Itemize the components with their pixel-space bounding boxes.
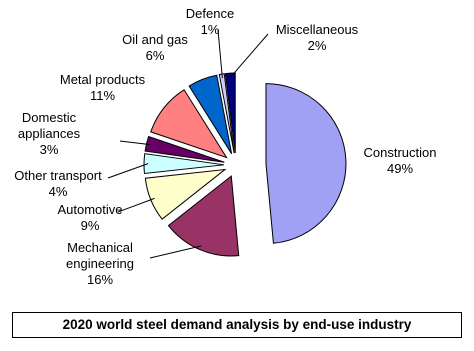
pie-slice xyxy=(188,74,233,155)
leader-line xyxy=(117,197,155,213)
chart-title: 2020 world steel demand analysis by end-… xyxy=(12,312,462,338)
slice-label: Mechanical engineering 16% xyxy=(50,240,150,288)
pie-slice xyxy=(150,89,228,159)
leader-line xyxy=(119,140,151,146)
slice-label: Automotive 9% xyxy=(55,202,125,234)
slice-label: Other transport 4% xyxy=(2,168,114,200)
slice-label: Construction 49% xyxy=(350,145,450,177)
slice-label: Oil and gas 6% xyxy=(115,32,195,64)
category-label: Metal products xyxy=(59,72,146,87)
category-label: Miscellaneous xyxy=(275,22,359,37)
leader-line xyxy=(217,29,223,79)
category-label: Construction xyxy=(363,145,437,160)
value-label: 49% xyxy=(386,161,414,176)
leader-line xyxy=(149,245,202,259)
category-label: Automotive xyxy=(57,202,123,217)
value-label: 1% xyxy=(200,22,220,37)
category-label: Domestic appliances xyxy=(17,110,81,141)
pie-slice xyxy=(167,175,240,257)
slice-label: Metal products 11% xyxy=(50,72,155,104)
pie-slice xyxy=(265,83,347,244)
leader-line xyxy=(107,163,149,179)
category-label: Other transport xyxy=(14,168,102,183)
slice-label: Miscellaneous 2% xyxy=(262,22,372,54)
value-label: 16% xyxy=(86,272,114,287)
pie-slice xyxy=(224,72,236,154)
category-label: Oil and gas xyxy=(122,32,188,47)
pie-slice xyxy=(143,153,225,175)
value-label: 11% xyxy=(89,88,116,103)
slice-label: Domestic appliances 3% xyxy=(4,110,94,158)
leader-line xyxy=(230,33,269,78)
value-label: 6% xyxy=(145,48,165,63)
category-label: Mechanical engineering xyxy=(66,240,134,271)
value-label: 9% xyxy=(80,218,100,233)
slice-label: Defence 1% xyxy=(185,6,235,38)
value-label: 3% xyxy=(39,142,59,157)
category-label: Defence xyxy=(185,6,235,21)
value-label: 2% xyxy=(307,38,327,53)
value-label: 4% xyxy=(48,184,68,199)
